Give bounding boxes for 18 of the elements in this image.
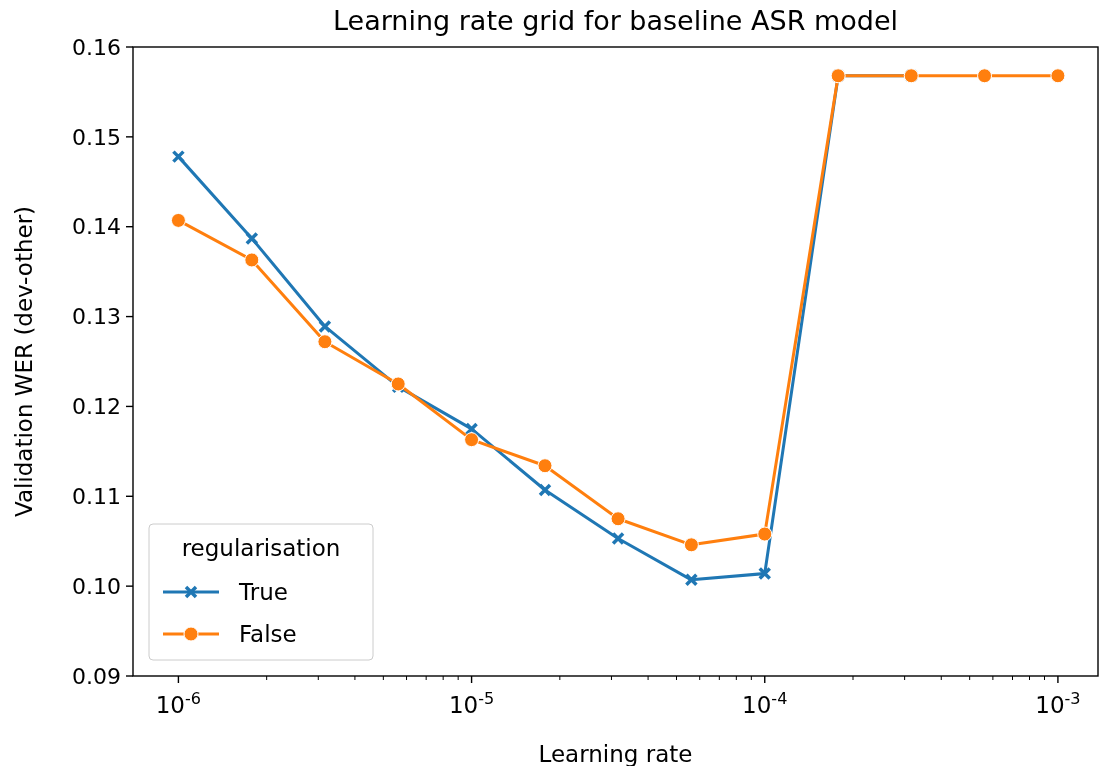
y-tick-label: 0.11 (72, 483, 121, 509)
x-tick-label: 10$^{-5}$ (448, 688, 495, 718)
x-axis-title: Learning rate (538, 741, 693, 766)
y-tick-label: 0.10 (72, 573, 121, 599)
y-tick-label: 0.09 (72, 663, 121, 689)
y-tick-label: 0.12 (72, 394, 121, 420)
y-tick-label: 0.15 (72, 124, 121, 150)
x-tick-label: 10$^{-4}$ (742, 688, 788, 718)
x-tick-label: 10$^{-6}$ (155, 688, 202, 718)
x-tick-label: 10$^{-3}$ (1035, 688, 1081, 718)
legend-label: True (238, 579, 288, 606)
legend-label: False (239, 621, 297, 648)
y-axis-title: Validation WER (dev-other) (11, 205, 37, 518)
y-tick-label: 0.14 (72, 214, 121, 240)
legend-title: regularisation (181, 535, 341, 561)
y-tick-label: 0.16 (72, 34, 121, 60)
y-tick-label: 0.13 (72, 304, 121, 330)
chart-title: Learning rate grid for baseline ASR model (332, 5, 899, 36)
